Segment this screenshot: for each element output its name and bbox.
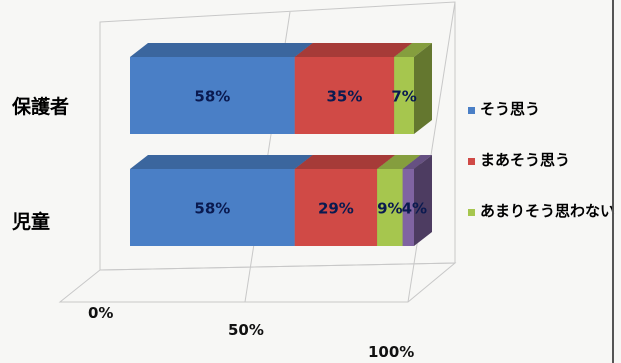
data-label: 35% xyxy=(326,88,362,106)
bar-segment: 58% xyxy=(130,43,313,134)
bar-front-face xyxy=(130,169,295,246)
bar-top-face xyxy=(377,155,421,169)
bar-top-face xyxy=(294,155,396,169)
legend-item: そう思う xyxy=(466,100,616,119)
bar-segment: 4% xyxy=(402,155,432,246)
bar-side-face xyxy=(414,155,432,246)
bar-segment: 7% xyxy=(391,43,432,134)
legend-label: あまりそう思わない xyxy=(480,202,616,220)
legend-label: まあそう思う xyxy=(480,151,571,169)
data-label: 7% xyxy=(391,88,416,106)
bar-top-face xyxy=(394,43,432,57)
bar-group: 58% 35% 7% 58% 29% 9%4% xyxy=(130,43,432,246)
data-label: 58% xyxy=(194,200,230,218)
bar-top-face xyxy=(402,155,432,169)
floor xyxy=(58,262,457,303)
legend-swatch xyxy=(468,107,475,114)
bar-side-face xyxy=(414,43,432,134)
category-label: 児童 xyxy=(11,210,50,233)
bar-segment: 58% xyxy=(130,155,313,246)
bar-front-face xyxy=(130,57,295,134)
x-axis-ticks: 0% 50% 100% xyxy=(88,304,414,361)
data-label: 9% xyxy=(377,200,402,218)
bar-top-face xyxy=(294,43,413,57)
data-label: 4% xyxy=(402,200,427,218)
legend-item: まあそう思う xyxy=(466,151,616,170)
bar-front-face xyxy=(294,169,378,246)
bar-top-face xyxy=(130,43,313,57)
data-label: 29% xyxy=(318,200,354,218)
bar-front-face xyxy=(294,57,395,134)
bar-front-face xyxy=(402,169,414,246)
legend-swatch xyxy=(468,209,475,216)
page-edge-line xyxy=(612,0,614,363)
grid-line xyxy=(407,1,456,303)
tick-label: 0% xyxy=(88,304,113,322)
tick-label: 100% xyxy=(368,343,414,361)
bar-front-face xyxy=(377,169,403,246)
tick-label: 50% xyxy=(228,321,264,339)
legend-swatch xyxy=(468,158,475,165)
bar-top-face xyxy=(130,155,313,169)
legend-item: あまりそう思わない xyxy=(466,202,616,221)
bar-front-face xyxy=(394,57,414,134)
legend: そう思うまあそう思うあまりそう思わない xyxy=(466,100,616,253)
category-label: 保護者 xyxy=(11,95,69,118)
legend-label: そう思う xyxy=(480,100,541,118)
data-label: 58% xyxy=(194,88,230,106)
